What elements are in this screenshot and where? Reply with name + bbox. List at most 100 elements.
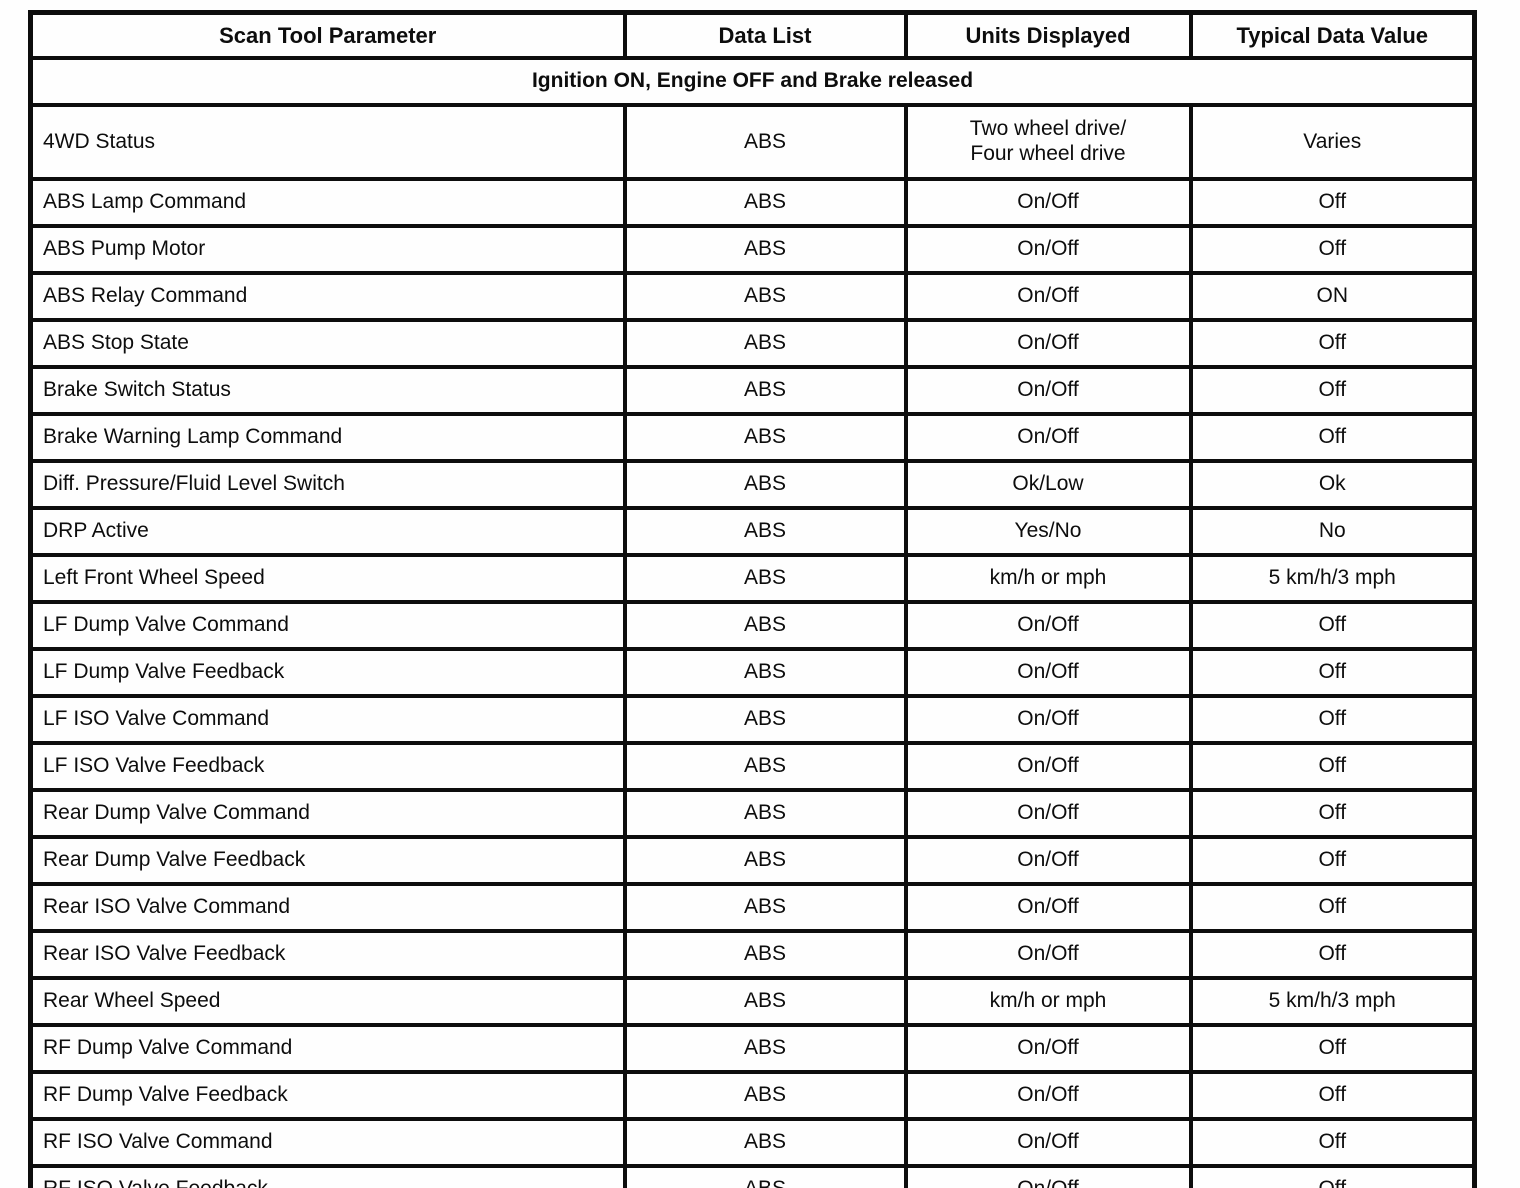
- cell-units: On/Off: [903, 1023, 1193, 1074]
- cell-units: Ok/Low: [903, 459, 1193, 510]
- cell-parameter: Diff. Pressure/Fluid Level Switch: [28, 459, 627, 510]
- cell-typical-value: Off: [1188, 318, 1477, 369]
- cell-typical-value: Off: [1188, 1023, 1477, 1074]
- cell-parameter: RF ISO Valve Feedback: [28, 1164, 627, 1188]
- cell-data-list: ABS: [622, 1164, 908, 1188]
- cell-parameter: LF Dump Valve Feedback: [28, 647, 627, 698]
- cell-parameter: ABS Stop State: [28, 318, 627, 369]
- cell-data-list: ABS: [622, 835, 908, 886]
- table-row: RF ISO Valve Command ABS On/Off Off: [28, 1117, 1477, 1168]
- cell-parameter: RF Dump Valve Command: [28, 1023, 627, 1074]
- cell-typical-value: Off: [1188, 1164, 1477, 1188]
- cell-typical-value: Off: [1188, 694, 1477, 745]
- cell-units: Two wheel drive/ Four wheel drive: [903, 103, 1193, 181]
- cell-data-list: ABS: [622, 1023, 908, 1074]
- cell-typical-value: Off: [1188, 1070, 1477, 1121]
- cell-parameter: Rear Dump Valve Feedback: [28, 835, 627, 886]
- cell-data-list: ABS: [622, 976, 908, 1027]
- cell-units: On/Off: [903, 741, 1193, 792]
- cell-parameter: DRP Active: [28, 506, 627, 557]
- cell-typical-value: Off: [1188, 177, 1477, 228]
- cell-typical-value: ON: [1188, 271, 1477, 322]
- table-row: Rear Wheel Speed ABS km/h or mph 5 km/h/3 m…: [28, 976, 1477, 1027]
- scan-tool-parameter-table: Scan Tool Parameter Data List Units Disp…: [28, 10, 1477, 1188]
- cell-units: km/h or mph: [903, 976, 1193, 1027]
- cell-data-list: ABS: [622, 1070, 908, 1121]
- cell-units: On/Off: [903, 882, 1193, 933]
- cell-units: On/Off: [903, 412, 1193, 463]
- section-header-row: Ignition ON, Engine OFF and Brake releas…: [28, 56, 1477, 107]
- table-row: ABS Pump Motor ABS On/Off Off: [28, 224, 1477, 275]
- cell-data-list: ABS: [622, 224, 908, 275]
- cell-data-list: ABS: [622, 882, 908, 933]
- cell-parameter: Brake Warning Lamp Command: [28, 412, 627, 463]
- cell-typical-value: Off: [1188, 882, 1477, 933]
- column-header-data-list: Data List: [622, 10, 908, 60]
- cell-units: On/Off: [903, 835, 1193, 886]
- cell-typical-value: Off: [1188, 600, 1477, 651]
- table-row: Rear Dump Valve Command ABS On/Off Off: [28, 788, 1477, 839]
- cell-units: On/Off: [903, 177, 1193, 228]
- column-header-typical-data-value: Typical Data Value: [1188, 10, 1477, 60]
- cell-units: On/Off: [903, 224, 1193, 275]
- cell-typical-value: Off: [1188, 788, 1477, 839]
- table-row: RF Dump Valve Feedback ABS On/Off Off: [28, 1070, 1477, 1121]
- cell-parameter: ABS Relay Command: [28, 271, 627, 322]
- cell-data-list: ABS: [622, 506, 908, 557]
- cell-typical-value: Off: [1188, 412, 1477, 463]
- table-body: 4WD Status ABS Two wheel drive/ Four wheel…: [28, 103, 1477, 1188]
- cell-typical-value: Off: [1188, 741, 1477, 792]
- cell-units: On/Off: [903, 1117, 1193, 1168]
- table-row: ABS Stop State ABS On/Off Off: [28, 318, 1477, 369]
- table-row: LF ISO Valve Feedback ABS On/Off Off: [28, 741, 1477, 792]
- cell-parameter: 4WD Status: [28, 103, 627, 181]
- column-header-scan-tool-parameter: Scan Tool Parameter: [28, 10, 627, 60]
- cell-units: km/h or mph: [903, 553, 1193, 604]
- table-row: RF Dump Valve Command ABS On/Off Off: [28, 1023, 1477, 1074]
- cell-typical-value: Varies: [1188, 103, 1477, 181]
- column-header-units-displayed: Units Displayed: [903, 10, 1193, 60]
- cell-data-list: ABS: [622, 318, 908, 369]
- cell-parameter: RF Dump Valve Feedback: [28, 1070, 627, 1121]
- cell-units: On/Off: [903, 365, 1193, 416]
- cell-typical-value: 5 km/h/3 mph: [1188, 553, 1477, 604]
- cell-units: Yes/No: [903, 506, 1193, 557]
- cell-data-list: ABS: [622, 788, 908, 839]
- cell-data-list: ABS: [622, 929, 908, 980]
- table-row: Left Front Wheel Speed ABS km/h or mph 5 km…: [28, 553, 1477, 604]
- cell-parameter: Rear Dump Valve Command: [28, 788, 627, 839]
- cell-parameter: ABS Pump Motor: [28, 224, 627, 275]
- cell-typical-value: Off: [1188, 365, 1477, 416]
- cell-parameter: RF ISO Valve Command: [28, 1117, 627, 1168]
- cell-typical-value: Off: [1188, 1117, 1477, 1168]
- table-row: Diff. Pressure/Fluid Level Switch ABS Ok/L…: [28, 459, 1477, 510]
- table-row: Brake Switch Status ABS On/Off Off: [28, 365, 1477, 416]
- table-row: LF ISO Valve Command ABS On/Off Off: [28, 694, 1477, 745]
- table-row: ABS Lamp Command ABS On/Off Off: [28, 177, 1477, 228]
- cell-units: On/Off: [903, 788, 1193, 839]
- cell-data-list: ABS: [622, 177, 908, 228]
- cell-data-list: ABS: [622, 553, 908, 604]
- cell-typical-value: 5 km/h/3 mph: [1188, 976, 1477, 1027]
- table-row: DRP Active ABS Yes/No No: [28, 506, 1477, 557]
- cell-data-list: ABS: [622, 647, 908, 698]
- cell-units: On/Off: [903, 694, 1193, 745]
- table-row: Rear ISO Valve Command ABS On/Off Off: [28, 882, 1477, 933]
- cell-parameter: Left Front Wheel Speed: [28, 553, 627, 604]
- cell-typical-value: Off: [1188, 835, 1477, 886]
- table-row: Rear Dump Valve Feedback ABS On/Off Off: [28, 835, 1477, 886]
- cell-parameter: Rear ISO Valve Command: [28, 882, 627, 933]
- section-header: Ignition ON, Engine OFF and Brake releas…: [28, 56, 1477, 107]
- cell-typical-value: Off: [1188, 647, 1477, 698]
- cell-units: On/Off: [903, 271, 1193, 322]
- cell-parameter: LF Dump Valve Command: [28, 600, 627, 651]
- table-row: ABS Relay Command ABS On/Off ON: [28, 271, 1477, 322]
- table-row: LF Dump Valve Feedback ABS On/Off Off: [28, 647, 1477, 698]
- cell-typical-value: Off: [1188, 929, 1477, 980]
- cell-units: On/Off: [903, 647, 1193, 698]
- cell-parameter: ABS Lamp Command: [28, 177, 627, 228]
- cell-parameter: LF ISO Valve Feedback: [28, 741, 627, 792]
- cell-data-list: ABS: [622, 741, 908, 792]
